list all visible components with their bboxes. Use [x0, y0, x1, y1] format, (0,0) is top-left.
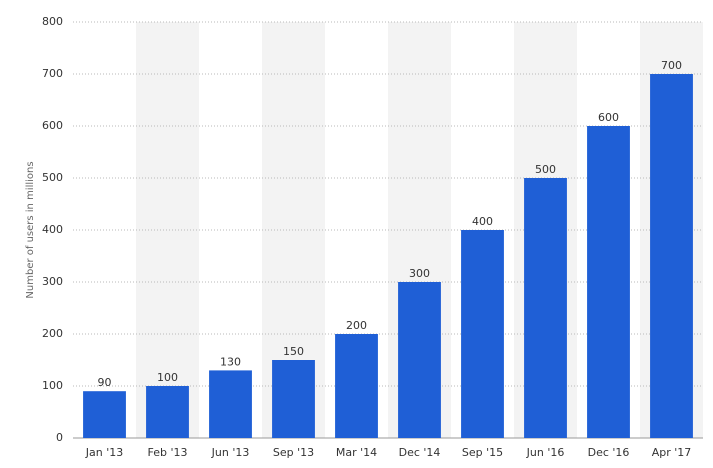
value-label: 600: [598, 111, 619, 124]
x-tick-label: Sep '15: [462, 446, 503, 459]
bar: [272, 360, 315, 438]
y-tick-label: 500: [42, 171, 63, 184]
y-axis-title: Number of users in millions: [25, 161, 36, 298]
x-tick-label: Dec '16: [588, 446, 630, 459]
y-tick-label: 600: [42, 119, 63, 132]
bar: [461, 230, 504, 438]
y-tick-label: 0: [56, 431, 63, 444]
y-tick-label: 300: [42, 275, 63, 288]
band-shade: [136, 22, 199, 438]
x-tick-label: Sep '13: [273, 446, 314, 459]
y-tick-label: 200: [42, 327, 63, 340]
x-tick-label: Jun '16: [526, 446, 565, 459]
value-label: 100: [157, 371, 178, 384]
x-tick-label: Jun '13: [211, 446, 250, 459]
value-label: 150: [283, 345, 304, 358]
value-label: 500: [535, 163, 556, 176]
value-label: 130: [220, 355, 241, 368]
bar: [83, 391, 126, 438]
value-label: 200: [346, 319, 367, 332]
bar: [524, 178, 567, 438]
x-tick-label: Jan '13: [85, 446, 123, 459]
bar: [650, 74, 693, 438]
x-tick-label: Mar '14: [336, 446, 377, 459]
y-tick-label: 700: [42, 67, 63, 80]
y-tick-label: 100: [42, 379, 63, 392]
value-label: 90: [98, 376, 112, 389]
value-label: 300: [409, 267, 430, 280]
y-tick-label: 400: [42, 223, 63, 236]
bar: [146, 386, 189, 438]
value-label: 700: [661, 59, 682, 72]
y-tick-label: 800: [42, 15, 63, 28]
x-tick-label: Apr '17: [652, 446, 692, 459]
bar: [587, 126, 630, 438]
value-label: 400: [472, 215, 493, 228]
x-tick-label: Dec '14: [399, 446, 441, 459]
bar: [398, 282, 441, 438]
bar: [209, 370, 252, 438]
x-tick-label: Feb '13: [148, 446, 188, 459]
bar: [335, 334, 378, 438]
